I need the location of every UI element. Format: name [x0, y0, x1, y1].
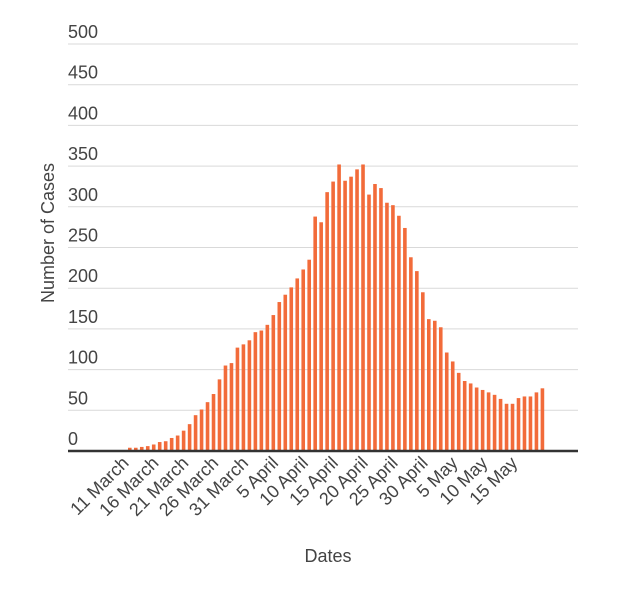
bar	[456, 372, 461, 451]
bar	[343, 180, 347, 451]
bar	[379, 188, 383, 451]
bar	[265, 324, 270, 451]
bar	[522, 396, 527, 451]
bar	[283, 294, 288, 451]
bar	[313, 216, 317, 451]
bar	[271, 315, 276, 451]
bar	[492, 394, 497, 451]
bar	[145, 446, 150, 451]
bar	[163, 441, 168, 451]
bar	[295, 278, 300, 451]
bar	[241, 344, 246, 451]
y-tick-label: 200	[68, 266, 98, 286]
bar	[277, 302, 282, 451]
bar	[462, 381, 467, 451]
bar	[289, 287, 294, 451]
bar	[403, 227, 407, 451]
gridlines	[68, 43, 578, 411]
bar	[175, 435, 180, 451]
bar	[229, 363, 234, 451]
bar	[409, 257, 413, 451]
bar	[199, 409, 204, 451]
bar	[211, 394, 216, 451]
y-tick-label: 500	[68, 22, 98, 42]
y-tick-label: 250	[68, 226, 98, 246]
bar	[504, 403, 509, 451]
bar	[301, 269, 306, 451]
bar	[444, 352, 449, 451]
y-axis-tick-labels: 0 50 100 150 200 250 300 350 400 450 500	[68, 22, 98, 449]
x-axis-title: Dates	[304, 546, 351, 566]
bar	[432, 320, 437, 451]
bar	[361, 164, 365, 451]
bar	[307, 259, 311, 451]
y-tick-label: 0	[68, 429, 78, 449]
bar	[480, 389, 485, 451]
bar	[516, 398, 521, 451]
bar	[331, 181, 335, 451]
bar	[247, 340, 252, 451]
y-tick-label: 50	[68, 388, 88, 408]
bar	[325, 192, 329, 451]
bar	[169, 437, 174, 451]
bar	[367, 194, 371, 451]
bar	[415, 271, 419, 451]
bar	[385, 202, 389, 451]
bar	[193, 415, 198, 451]
bar	[450, 361, 455, 451]
y-tick-label: 400	[68, 103, 98, 123]
bar	[217, 379, 222, 451]
bar	[259, 330, 264, 451]
bar	[128, 447, 132, 451]
bar	[235, 347, 240, 451]
bar	[349, 176, 353, 451]
bar	[337, 164, 341, 451]
bar	[355, 169, 359, 452]
bar	[474, 387, 479, 451]
y-axis-title: Number of Cases	[38, 163, 58, 303]
bar	[373, 184, 377, 451]
bar	[391, 205, 395, 451]
bar	[397, 215, 401, 451]
bar	[498, 398, 503, 451]
bars	[128, 164, 545, 452]
bar	[528, 396, 533, 451]
y-tick-label: 350	[68, 144, 98, 164]
bar	[205, 402, 210, 451]
bar	[187, 424, 192, 451]
bar	[468, 383, 473, 451]
bar	[427, 319, 431, 451]
bar	[157, 442, 162, 451]
bar	[319, 222, 323, 451]
bar	[253, 332, 258, 451]
bar	[438, 327, 443, 451]
bar	[486, 392, 491, 451]
y-tick-label: 300	[68, 185, 98, 205]
bar	[223, 365, 228, 451]
bar	[139, 446, 144, 451]
bar	[133, 447, 138, 451]
bar	[510, 403, 515, 451]
bar	[534, 392, 539, 451]
y-tick-label: 450	[68, 63, 98, 83]
bar	[421, 292, 425, 451]
bar	[181, 430, 186, 451]
bar	[151, 444, 156, 451]
bar	[540, 388, 545, 451]
y-tick-label: 150	[68, 307, 98, 327]
y-tick-label: 100	[68, 348, 98, 368]
